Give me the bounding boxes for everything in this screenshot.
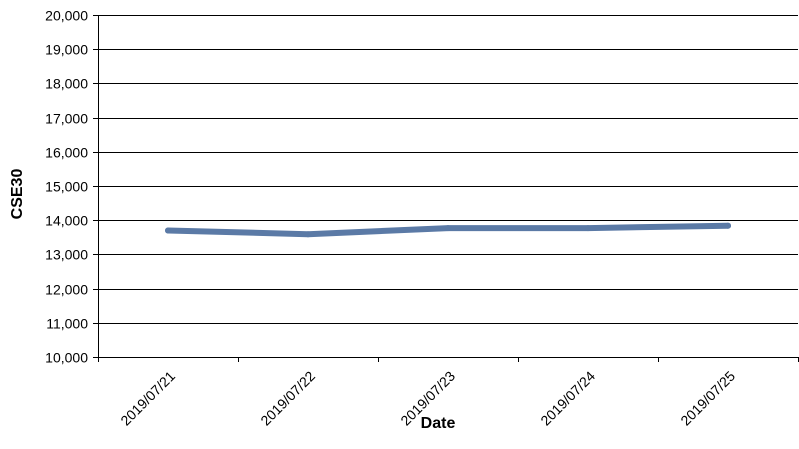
data-point [585,225,591,232]
y-tick-label: 20,000 [45,8,88,24]
data-point [305,231,311,238]
series [165,222,731,238]
y-tick-label: 14,000 [45,213,88,229]
y-tick-label: 19,000 [45,42,88,58]
y-tick-label: 11,000 [46,316,88,332]
x-axis-title: Date [421,415,456,432]
y-tick-label: 16,000 [45,145,88,161]
x-tick-label: 2019/07/22 [257,368,318,429]
y-tick-label: 13,000 [45,247,88,263]
y-tick-label: 10,000 [45,350,88,366]
y-axis-title: CSE30 [9,169,26,220]
gridlines [98,15,798,358]
x-tick-label: 2019/07/25 [677,368,738,429]
y-tick-label: 15,000 [45,179,88,195]
data-point [445,225,451,232]
data-point [165,227,171,234]
y-tick-label: 17,000 [45,111,88,127]
y-tick-labels: 10,000 11,000 12,000 13,000 14,000 15,000 16,0… [45,8,88,366]
x-tick-label: 2019/07/24 [537,368,598,429]
data-point [725,222,731,229]
axes [93,15,799,362]
y-tick-label: 12,000 [45,282,88,298]
x-tick-label: 2019/07/21 [117,368,178,429]
y-tick-label: 18,000 [45,76,88,92]
